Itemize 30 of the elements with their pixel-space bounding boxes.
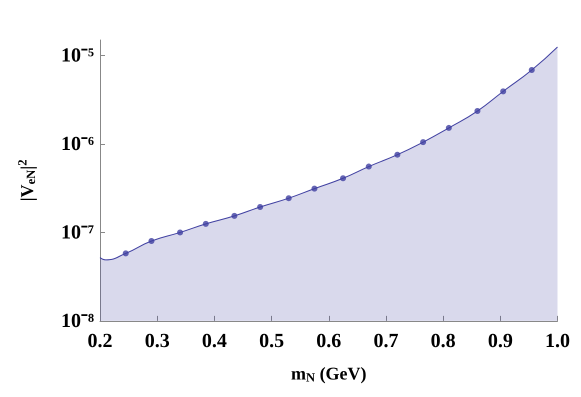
x-tick-label: 0.5 [259, 330, 284, 352]
point [474, 108, 480, 114]
point [122, 250, 129, 256]
point [231, 212, 238, 219]
point [257, 204, 264, 210]
x-tick-label: 1.0 [545, 330, 570, 352]
x-tick-label: 0.6 [316, 330, 342, 352]
point [420, 139, 426, 146]
y-tick-label: 10⁻⁶ [61, 133, 94, 156]
point [286, 195, 292, 202]
x-tick-label: 0.9 [488, 330, 513, 352]
x-tick-label: 0.2 [88, 330, 112, 352]
point [311, 186, 318, 192]
point [394, 152, 400, 158]
x-tick-label: 0.3 [144, 330, 170, 352]
x-tick-label: 0.8 [430, 330, 456, 352]
y-tick-label: 10⁻⁷ [61, 221, 94, 244]
point [202, 220, 209, 227]
point [528, 66, 535, 73]
x-tick-label: 0.7 [373, 330, 398, 352]
y-axis-title: |VeN|2 [16, 159, 38, 202]
point [177, 229, 184, 236]
x-tick-label: 0.4 [202, 330, 227, 352]
point [340, 175, 346, 182]
point [500, 88, 506, 94]
y-tick-label: 10⁻⁸ [61, 310, 94, 332]
point [366, 164, 372, 170]
point [446, 124, 452, 131]
point [148, 238, 154, 244]
y-tick-label: 10⁻⁵ [61, 44, 94, 67]
